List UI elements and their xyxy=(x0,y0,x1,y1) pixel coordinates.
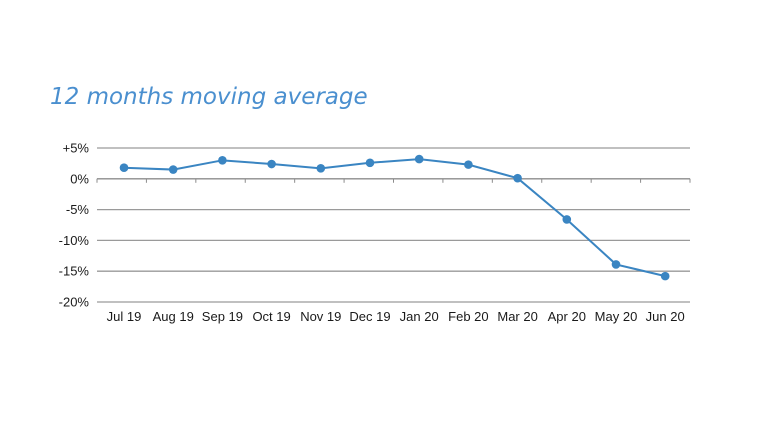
series-layer xyxy=(119,154,670,281)
y-tick-label: -20% xyxy=(59,295,90,310)
x-tick-label: Aug 19 xyxy=(153,309,194,324)
y-tick-label: 0% xyxy=(70,171,89,186)
x-tick-label: Nov 19 xyxy=(300,309,341,324)
y-tick-label: -10% xyxy=(59,233,90,248)
x-tick-label: Jan 20 xyxy=(400,309,439,324)
data-point xyxy=(365,158,375,168)
y-axis-labels: +5% 0% -5% -10% -15% -20% xyxy=(59,141,90,310)
series-line xyxy=(123,158,666,278)
x-tick-label: Oct 19 xyxy=(252,309,290,324)
data-point xyxy=(660,271,670,281)
x-axis xyxy=(96,178,691,183)
data-point xyxy=(464,160,473,169)
data-point xyxy=(218,156,227,165)
x-tick-label: Jun 20 xyxy=(646,309,685,324)
data-point xyxy=(513,173,522,183)
x-tick-label: Feb 20 xyxy=(448,309,488,324)
data-point xyxy=(267,159,276,169)
data-point xyxy=(414,154,424,164)
data-point xyxy=(168,165,178,174)
data-point xyxy=(562,215,572,224)
x-tick-label: Apr 20 xyxy=(548,309,586,324)
x-tick-label: Dec 19 xyxy=(349,309,390,324)
y-tick-label: -5% xyxy=(66,202,90,217)
x-tick-label: May 20 xyxy=(595,309,638,324)
y-tick-label: +5% xyxy=(63,141,90,156)
data-point xyxy=(611,260,621,269)
x-tick-label: Sep 19 xyxy=(202,309,243,324)
y-tick-label: -15% xyxy=(59,264,90,279)
chart-title: 12 months moving average xyxy=(50,84,368,110)
x-tick-label: Jul 19 xyxy=(107,309,142,324)
gridlines xyxy=(97,147,690,303)
data-point xyxy=(316,164,326,173)
x-tick-label: Mar 20 xyxy=(497,309,537,324)
data-point xyxy=(119,163,129,173)
x-axis-labels: Jul 19 Aug 19 Sep 19 Oct 19 Nov 19 Dec 19 Jan … xyxy=(107,309,685,324)
